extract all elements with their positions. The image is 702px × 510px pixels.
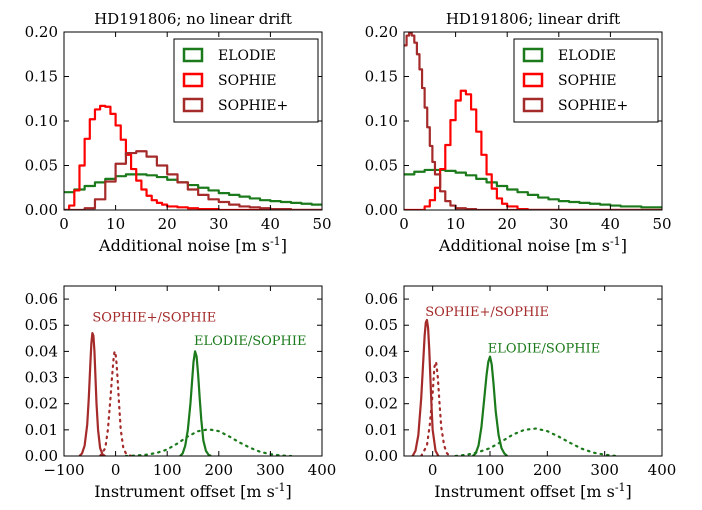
x-tick-label: 200 — [204, 461, 233, 479]
legend-box — [513, 38, 659, 123]
x-tick-label: 10 — [446, 215, 465, 233]
axes-frame — [63, 285, 323, 457]
series-group — [64, 104, 322, 210]
x-tick-label: −100 — [43, 461, 84, 479]
y-tick-label: 0.05 — [25, 316, 58, 334]
series-line-3 — [404, 32, 662, 210]
x-axis-label: Additional noise [m s-1] — [98, 235, 287, 255]
x-axis-label: Additional noise [m s-1] — [438, 235, 627, 255]
x-tick-label: 40 — [601, 215, 620, 233]
series-line-3 — [64, 150, 322, 210]
chart-panel-4: 0 100 200 300 400 0.00 0.01 0.02 0.03 0.04 0.05 0.0… — [365, 285, 677, 501]
x-tick-label: 0 — [59, 215, 69, 233]
series-line-4 — [124, 428, 293, 456]
y-tick-label: 0.00 — [25, 201, 58, 219]
chart-panel-1: 0 10 20 30 40 50 0.00 0.05 0.10 0.15 0.20 HD191806;… — [25, 10, 332, 255]
chart-panel-3: −100 0 100 200 300 400 0.00 0.01 0.02 0.03 0.04 0.0… — [25, 285, 337, 501]
y-tick-label: 0.20 — [25, 23, 58, 41]
annotation-label: SOPHIE+/SOPHIE — [92, 310, 216, 325]
x-tick-label: 10 — [106, 215, 125, 233]
series-line-1 — [404, 168, 662, 209]
x-tick-label: 40 — [261, 215, 280, 233]
y-tick-label: 0.10 — [25, 112, 58, 130]
y-tick-label: 0.04 — [365, 342, 398, 360]
series-line-4 — [454, 427, 618, 456]
series-line-3 — [179, 350, 212, 456]
y-tick-label: 0.06 — [25, 290, 58, 308]
y-tick-label: 0.03 — [365, 369, 398, 387]
x-tick-label: 0 — [399, 215, 409, 233]
legend: ELODIE SOPHIE SOPHIE+ — [513, 38, 659, 123]
series-line-2 — [420, 360, 451, 456]
legend-label: ELODIE — [558, 48, 616, 64]
y-tick-label: 0.10 — [365, 112, 398, 130]
y-tick-label: 0.05 — [365, 157, 398, 175]
x-tick-label: 400 — [308, 461, 337, 479]
x-axis-label: Instrument offset [m s-1] — [434, 481, 632, 501]
legend-swatch — [182, 72, 204, 88]
x-tick-label: 300 — [256, 461, 285, 479]
series-group — [404, 32, 662, 210]
axes-frame — [403, 285, 663, 457]
x-axis-label: Instrument offset [m s-1] — [94, 481, 292, 501]
x-tick-label: 300 — [590, 461, 619, 479]
series-line-2 — [404, 89, 662, 210]
annotation-label: ELODIE/SOPHIE — [194, 334, 306, 349]
series-line-2 — [64, 104, 322, 210]
legend-label: ELODIE — [218, 48, 276, 64]
legend-swatch — [182, 97, 204, 113]
legend-label: SOPHIE+ — [218, 98, 288, 114]
chart-title: HD191806; no linear drift — [94, 10, 292, 28]
y-tick-label: 0.00 — [365, 447, 398, 465]
series-line-1 — [78, 331, 106, 456]
y-tick-label: 0.00 — [365, 201, 398, 219]
y-tick-label: 0.04 — [25, 342, 58, 360]
x-tick-label: 30 — [209, 215, 228, 233]
x-tick-label: 100 — [153, 461, 182, 479]
legend-swatch — [522, 72, 544, 88]
y-tick-label: 0.20 — [365, 23, 398, 41]
y-tick-label: 0.05 — [365, 316, 398, 334]
x-tick-label: 50 — [652, 215, 671, 233]
y-tick-label: 0.06 — [365, 290, 398, 308]
x-tick-label: 50 — [312, 215, 331, 233]
x-tick-label: 20 — [498, 215, 517, 233]
y-tick-label: 0.03 — [25, 369, 58, 387]
legend-swatch — [522, 47, 544, 63]
series-group — [78, 331, 293, 456]
y-tick-label: 0.05 — [25, 157, 58, 175]
annotation-label: SOPHIE+/SOPHIE — [425, 305, 549, 320]
y-tick-label: 0.01 — [25, 421, 58, 439]
y-tick-label: 0.02 — [25, 395, 58, 413]
y-tick-label: 0.02 — [365, 395, 398, 413]
y-tick-label: 0.15 — [25, 68, 58, 86]
series-line-3 — [472, 355, 508, 456]
x-tick-label: 0 — [111, 461, 121, 479]
y-tick-label: 0.01 — [365, 421, 398, 439]
x-tick-label: 100 — [476, 461, 505, 479]
chart-panel-2: 0 10 20 30 40 50 0.00 0.05 0.10 0.15 0.20 HD191806;… — [365, 10, 672, 255]
legend-label: SOPHIE+ — [558, 98, 628, 114]
series-group — [411, 318, 618, 456]
chart-title: HD191806; linear drift — [446, 10, 620, 28]
annotation-label: ELODIE/SOPHIE — [488, 342, 600, 357]
y-tick-label: 0.15 — [365, 68, 398, 86]
x-tick-label: 400 — [648, 461, 677, 479]
x-tick-label: 20 — [158, 215, 177, 233]
legend: ELODIE SOPHIE SOPHIE+ — [173, 38, 319, 123]
legend-swatch — [182, 47, 204, 63]
y-tick-label: 0.00 — [25, 447, 58, 465]
x-tick-label: 200 — [533, 461, 562, 479]
legend-box — [173, 38, 319, 123]
series-line-1 — [411, 318, 440, 456]
x-tick-label: 30 — [549, 215, 568, 233]
legend-swatch — [522, 97, 544, 113]
series-line-1 — [64, 173, 322, 206]
legend-label: SOPHIE — [218, 73, 276, 89]
legend-label: SOPHIE — [558, 73, 616, 89]
x-tick-label: 0 — [428, 461, 438, 479]
series-line-2 — [99, 350, 133, 456]
